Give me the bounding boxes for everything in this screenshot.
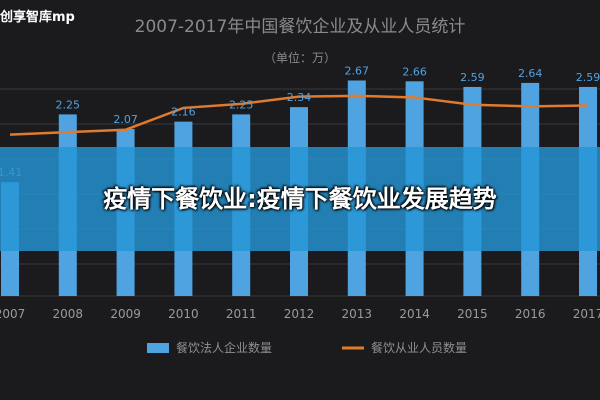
data-label-2014: 2.66 — [402, 65, 427, 78]
data-label-2008: 2.25 — [56, 98, 81, 111]
line-series — [9, 94, 589, 136]
x-tick-2011: 2011 — [226, 307, 257, 321]
title-banner: 疫情下餐饮业:疫情下餐饮业发展趋势 — [0, 147, 600, 251]
x-axis-ticks: 2007 2008 2009 2010 2011 2012 2013 2014 2015 2016… — [0, 307, 600, 321]
legend: 餐饮法人企业数量 餐饮从业人员数量 — [147, 340, 467, 355]
legend-swatch-bar — [147, 343, 169, 353]
x-tick-2008: 2008 — [53, 307, 84, 321]
x-tick-2015: 2015 — [457, 307, 488, 321]
x-tick-2013: 2013 — [342, 307, 373, 321]
x-tick-2016: 2016 — [515, 307, 546, 321]
legend-label-bar: 餐饮法人企业数量 — [176, 340, 272, 355]
x-tick-2007: 2007 — [0, 307, 25, 321]
data-label-2017: 2.59 — [576, 71, 600, 84]
x-tick-2012: 2012 — [284, 307, 315, 321]
data-label-2016: 2.64 — [518, 67, 543, 80]
data-label-2015: 2.59 — [460, 71, 485, 84]
legend-label-line: 餐饮从业人员数量 — [371, 340, 467, 355]
data-label-2010: 2.16 — [171, 106, 196, 119]
chart-title: 2007-2017年中国餐饮企业及从业人员统计 — [135, 17, 466, 37]
watermark: 创享智库mp — [0, 10, 75, 25]
data-label-2009: 2.07 — [113, 113, 138, 126]
data-label-2011: 2.25 — [229, 98, 254, 111]
x-tick-2017: 2017 — [573, 307, 600, 321]
line-path — [9, 94, 589, 136]
data-label-2012: 2.34 — [287, 91, 312, 104]
data-label-2013: 2.67 — [345, 64, 370, 77]
banner-title: 疫情下餐饮业:疫情下餐饮业发展趋势 — [103, 185, 497, 213]
x-tick-2014: 2014 — [399, 307, 430, 321]
chart-subtitle: （单位：万） — [264, 50, 336, 65]
x-tick-2010: 2010 — [168, 307, 199, 321]
x-tick-2009: 2009 — [110, 307, 141, 321]
